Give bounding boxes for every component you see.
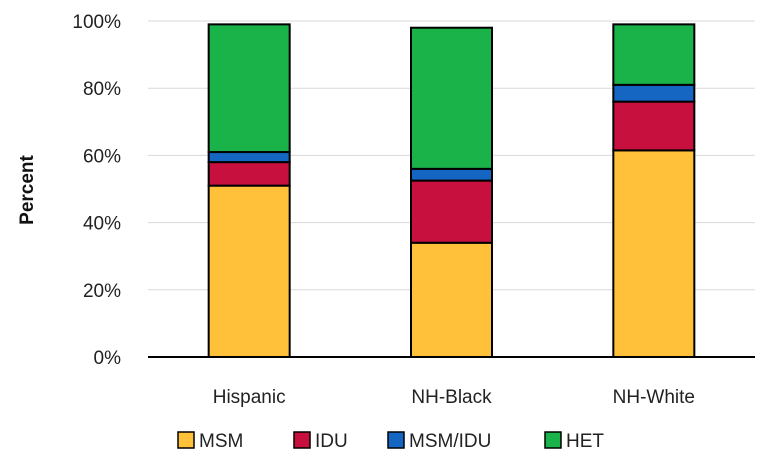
x-category-label: NH-White (613, 387, 695, 408)
legend-swatch (544, 431, 562, 449)
x-category-label: Hispanic (213, 387, 286, 408)
y-tick-label: 20% (83, 281, 121, 302)
bar-segment-idu (612, 100, 696, 152)
bar-segment-het (207, 23, 291, 154)
legend: MSM IDU MSM/IDU HET (177, 431, 604, 452)
y-tick-label: 0% (94, 348, 122, 369)
bar-segment-msm (207, 184, 291, 358)
legend-label: MSM/IDU (409, 431, 491, 452)
legend-label: HET (566, 431, 604, 452)
y-tick-label: 40% (83, 214, 121, 235)
bar-segment-idu (410, 179, 493, 244)
y-axis-label: Percent (17, 154, 38, 224)
y-tick-label: 80% (83, 79, 121, 100)
bar-segment-idu (207, 161, 291, 187)
bar-segment-het (410, 26, 493, 170)
bars (207, 23, 696, 358)
x-category-label: NH-Black (411, 387, 492, 408)
legend-swatch (387, 431, 405, 449)
legend-swatch (177, 431, 195, 449)
bar-segment-het (612, 23, 696, 86)
legend-swatch (293, 431, 311, 449)
legend-label: MSM (199, 431, 243, 452)
legend-label: IDU (315, 431, 348, 452)
bar-segment-msm-idu (612, 83, 696, 103)
y-tick-label: 100% (72, 12, 121, 33)
x-category-labels: Hispanic NH-Black NH-White (213, 387, 695, 408)
y-tick-label: 60% (83, 146, 121, 167)
bar-segment-msm (410, 241, 493, 358)
bar-segment-msm (612, 149, 696, 358)
bar-segment-msm-idu (207, 151, 291, 164)
bar-segment-msm-idu (410, 167, 493, 182)
y-tick-labels: 0% 20% 40% 60% 80% 100% (72, 12, 121, 369)
